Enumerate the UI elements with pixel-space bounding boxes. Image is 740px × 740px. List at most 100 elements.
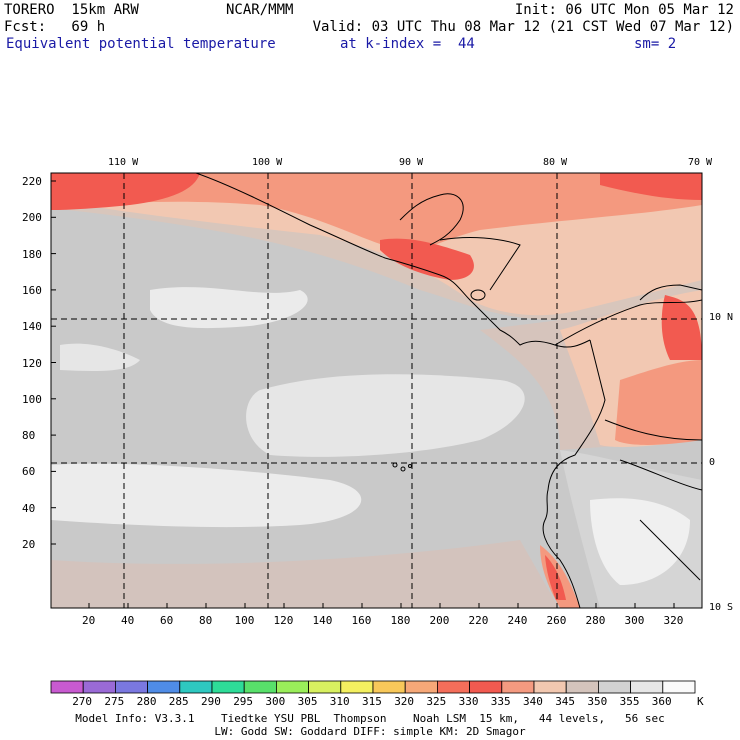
colorbar-swatch <box>630 680 664 694</box>
colorbar-swatch <box>533 680 567 694</box>
y-tick-label: 120 <box>22 356 42 370</box>
x-tick-label: 260 <box>546 614 567 627</box>
y-tick-label: 160 <box>22 283 42 297</box>
lat-label-10s: 10 S <box>709 602 734 613</box>
colorbar-swatch <box>179 680 213 694</box>
coastline-honduras <box>439 237 521 291</box>
colorbar-label: 355 <box>619 695 640 708</box>
x-tick-label: 300 <box>624 614 645 627</box>
colorbar-swatch <box>598 680 632 694</box>
field-name: Equivalent potential temperature <box>6 36 276 52</box>
colorbar-label: 315 <box>362 695 382 708</box>
colorbar-swatch <box>501 680 535 694</box>
red-region-gulf <box>600 173 702 200</box>
colorbar-swatch <box>243 680 277 694</box>
lon-label-90w: 90 W <box>399 157 424 168</box>
colorbar-label: 340 <box>523 695 543 708</box>
coastline-mexico <box>195 173 591 348</box>
coastline-colombia-ecuador <box>542 339 606 608</box>
lat-label-10n: 10 N <box>709 312 734 323</box>
lon-label-80w: 80 W <box>543 157 568 168</box>
colorbar-swatch <box>308 680 342 694</box>
colorbar-swatch <box>50 680 84 694</box>
colorbar-swatch <box>662 680 696 694</box>
colorbar-swatch <box>275 680 309 694</box>
x-tick-label: 200 <box>429 614 450 627</box>
x-tick-label: 60 <box>160 614 174 627</box>
tan-region-southwest <box>51 540 559 608</box>
x-tick-label: 160 <box>351 614 372 627</box>
model-title: TORERO 15km ARW <box>4 2 139 18</box>
colorbar-label: 345 <box>555 695 576 708</box>
center-name: NCAR/MMM <box>226 2 294 18</box>
colorbar-swatch <box>340 680 374 694</box>
y-tick-label: 180 <box>22 247 42 261</box>
coastline-south-america <box>554 299 702 346</box>
colorbar-label: 290 <box>201 695 221 708</box>
coastline-venezuela <box>639 284 702 301</box>
colorbar-swatch <box>115 680 149 694</box>
footer-model-info: Model Info: V3.3.1 Tiedtke YSU PBL Thomp… <box>75 712 665 725</box>
x-tick-label: 100 <box>234 614 255 627</box>
y-tick-label: 140 <box>22 320 42 334</box>
lon-label-110w: 110 W <box>108 157 139 168</box>
light-band-west <box>60 343 140 371</box>
level-info: at k-index = 44 <box>340 36 475 52</box>
colorbar-label: 280 <box>136 695 157 708</box>
x-tick-label: 120 <box>273 614 294 627</box>
colorbar-swatch <box>372 680 406 694</box>
x-tick-label: 140 <box>312 614 333 627</box>
colorbar-swatch <box>82 680 116 694</box>
x-tick-label: 320 <box>663 614 684 627</box>
colorbar <box>50 680 696 694</box>
colorbar-label: 270 <box>72 695 93 708</box>
red-region-coast <box>545 555 566 600</box>
lake-nicaragua <box>470 289 486 301</box>
colorbar-swatch <box>147 680 181 694</box>
colorbar-label: 305 <box>297 695 318 708</box>
light-band-south <box>51 463 362 528</box>
red-region-northwest <box>51 173 200 210</box>
colorbar-label: 350 <box>587 695 608 708</box>
colorbar-swatch <box>436 680 470 694</box>
init-time: Init: 06 UTC Mon 05 Mar 12 <box>514 2 734 18</box>
galapagos-island-2 <box>400 466 406 472</box>
colorbar-label: 330 <box>458 695 479 708</box>
colorbar-label: 310 <box>329 695 350 708</box>
y-tick-label: 40 <box>22 501 36 515</box>
x-tick-label: 280 <box>585 614 606 627</box>
x-tick-label: 180 <box>390 614 411 627</box>
lon-label-70w: 70 W <box>688 157 713 168</box>
x-tick-label: 80 <box>199 614 213 627</box>
valid-time: Valid: 03 UTC Thu 08 Mar 12 (21 CST Wed … <box>312 19 734 35</box>
salmon-region-east <box>615 360 702 445</box>
forecast-hour: Fcst: 69 h <box>4 19 106 35</box>
colorbar-label: 325 <box>426 695 447 708</box>
y-tick-label: 20 <box>22 538 36 551</box>
colorbar-label: 320 <box>394 695 415 708</box>
red-region-central-america <box>380 238 474 280</box>
coastline-yucatan <box>399 193 464 246</box>
salmon-region-north <box>51 173 702 251</box>
colorbar-unit: K <box>697 695 704 708</box>
colorbar-label: 275 <box>104 695 125 708</box>
footer-physics-info: LW: Godd SW: Goddard DIFF: simple KM: 2D… <box>214 725 526 738</box>
map-frame <box>50 172 703 609</box>
border-colombia-peru <box>604 419 702 441</box>
y-tick-label: 100 <box>22 392 42 406</box>
colorbar-label: 335 <box>490 695 511 708</box>
colorbar-swatch <box>565 680 599 694</box>
colorbar-label: 285 <box>168 695 189 708</box>
lat-label-0: 0 <box>709 457 716 468</box>
light-region-andes <box>590 498 690 585</box>
y-tick-label: 80 <box>22 429 36 443</box>
x-tick-label: 220 <box>468 614 489 627</box>
colorbar-swatch <box>211 680 245 694</box>
x-tick-label: 240 <box>507 614 528 627</box>
border-peru-brazil <box>619 459 702 491</box>
y-tick-label: 220 <box>22 175 42 188</box>
red-region-caribbean <box>661 295 702 360</box>
colorbar-label: 295 <box>233 695 254 708</box>
colorbar-swatch <box>404 680 438 694</box>
colorbar-swatch <box>469 680 503 694</box>
